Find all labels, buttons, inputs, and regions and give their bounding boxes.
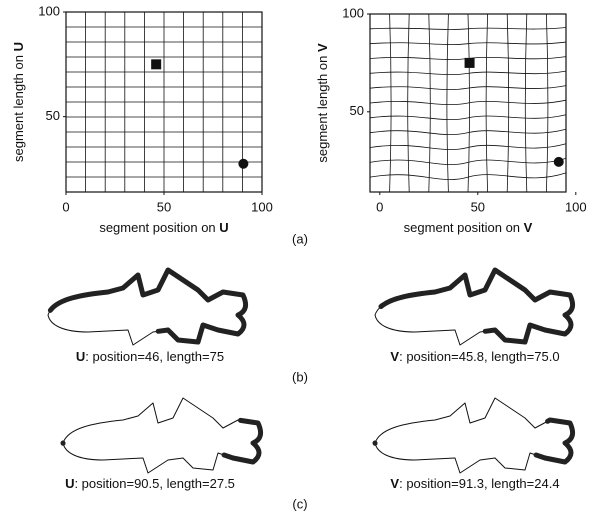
axis-label-var: V: [315, 43, 330, 52]
axis-label-text: segment position on: [99, 220, 219, 235]
fish: [48, 270, 246, 345]
x-tick-label: 50: [157, 199, 171, 214]
x-axis-label: segment position on U: [99, 220, 228, 235]
x-axis-label: segment position on V: [404, 220, 533, 235]
caption: V: position=45.8, length=75.0: [390, 349, 559, 364]
fish-segment: [375, 270, 573, 345]
x-tick-label: 0: [376, 199, 383, 214]
fish-outline: [375, 270, 573, 345]
y-axis-label: segment length on V: [315, 43, 330, 163]
panel-label: (b): [292, 369, 308, 384]
axis-label-text: segment length on: [11, 51, 26, 162]
point: [554, 157, 564, 167]
x-tick-label: 0: [62, 199, 69, 214]
x-tick-label: 100: [565, 199, 587, 214]
figure: (a) (b) (c) U: position=46, length=75 V:…: [0, 0, 601, 514]
grid-line: [370, 144, 566, 150]
x-tick-label: 100: [251, 199, 273, 214]
axis-label-var: U: [11, 42, 26, 51]
fish-outline: [375, 398, 573, 473]
fish-segment: [375, 398, 573, 473]
fish-outline: [48, 270, 246, 345]
fish-segment: [48, 270, 246, 345]
grid-line: [408, 14, 410, 192]
fish: [375, 270, 573, 345]
y-tick-label: 100: [342, 5, 364, 20]
axis-label-text: segment position on: [404, 220, 524, 235]
grid-line: [447, 14, 449, 192]
grid-line: [370, 42, 566, 45]
point: [238, 159, 248, 169]
grid-line: [390, 14, 392, 192]
grid-line: [370, 158, 566, 164]
grid-line: [370, 100, 566, 104]
fish: [375, 398, 573, 473]
y-tick-label: 50: [350, 103, 364, 118]
caption: U: position=46, length=75: [76, 349, 224, 364]
fish-segment: [63, 398, 261, 473]
y-tick-label: 50: [46, 108, 60, 123]
caption: V: position=91.3, length=24.4: [390, 476, 559, 491]
axis-label-var: V: [524, 220, 533, 235]
axis-label-var: U: [219, 220, 228, 235]
point: [465, 58, 475, 68]
y-tick-label: 100: [38, 3, 60, 18]
grid-line: [370, 28, 566, 30]
point: [151, 59, 161, 69]
grid-line: [370, 86, 566, 90]
grid-line: [370, 115, 566, 120]
grid-line: [370, 71, 566, 74]
caption: U: position=90.5, length=27.5: [65, 476, 235, 491]
panel-label: (a): [292, 231, 308, 246]
y-axis-label: segment length on U: [11, 42, 26, 162]
grid-line: [370, 129, 566, 134]
grid-line: [486, 14, 488, 192]
x-tick-label: 50: [471, 199, 485, 214]
fish: [63, 398, 261, 473]
grid-line: [370, 173, 566, 180]
panel-label: (c): [292, 496, 307, 511]
fish-outline: [63, 398, 261, 473]
axis-label-text: segment length on: [315, 52, 330, 163]
grid-line: [507, 14, 509, 192]
